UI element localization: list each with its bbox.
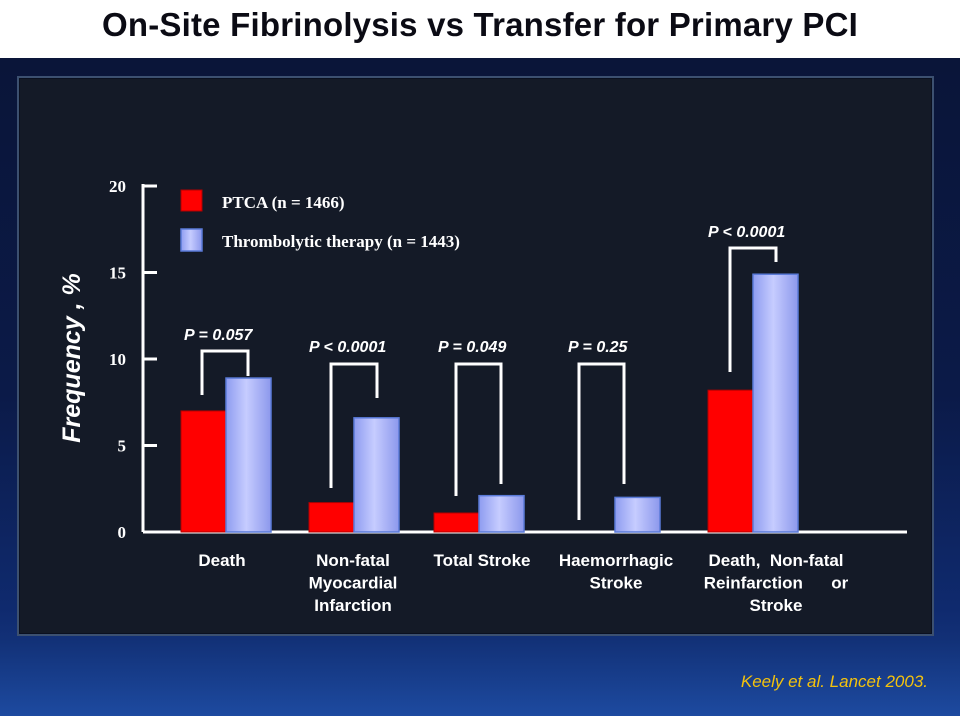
chart-annotations: P = 0.057 P < 0.0001 P = 0.049 P = 0.25 P < …	[184, 224, 785, 520]
title-bar	[0, 0, 960, 58]
x-category-label: Haemorrhagic	[559, 551, 673, 570]
legend-swatch-thrombolytic	[180, 228, 203, 252]
p-value-bracket	[454, 362, 503, 496]
x-category-label: Myocardial	[309, 574, 398, 593]
legend-label-ptca: PTCA (n = 1466)	[222, 193, 345, 212]
legend-swatch-ptca	[180, 189, 203, 212]
chart-legend: PTCA (n = 1466) Thrombolytic therapy (n =…	[180, 189, 460, 252]
p-value-bracket	[728, 246, 778, 372]
y-tick-label: 15	[109, 264, 126, 283]
p-value-bracket	[329, 362, 379, 488]
y-tick-label: 10	[109, 350, 126, 369]
bar-thrombolytic	[353, 417, 400, 533]
x-category-label: Stroke	[750, 596, 803, 615]
x-category-label: Stroke	[590, 574, 643, 593]
bar-ptca	[707, 389, 754, 533]
chart-bars	[180, 273, 799, 533]
p-value-label: P = 0.057	[184, 327, 253, 344]
bar-thrombolytic	[614, 496, 661, 533]
x-category-label: Total Stroke	[434, 551, 531, 570]
bar-ptca	[433, 512, 480, 533]
bar-thrombolytic	[478, 494, 525, 533]
p-value-bracket	[577, 362, 626, 520]
p-value-bracket	[200, 349, 250, 395]
bar-thrombolytic	[225, 377, 272, 533]
y-tick-label: 0	[118, 523, 127, 542]
bar-ptca	[180, 410, 227, 533]
x-category-label: Non-fatal	[316, 551, 390, 570]
x-category-label: Reinfarction or	[704, 574, 849, 593]
legend-label-thrombolytic: Thrombolytic therapy (n = 1443)	[222, 232, 460, 251]
y-tick-label: 20	[109, 177, 126, 196]
p-value-label: P < 0.0001	[708, 224, 785, 241]
citation: Keely et al. Lancet 2003.	[740, 672, 928, 691]
y-tick-label: 5	[118, 437, 127, 456]
x-category-label: Death	[198, 551, 245, 570]
p-value-label: P < 0.0001	[309, 339, 386, 356]
p-value-label: P = 0.049	[438, 339, 506, 356]
chart-x-labels: Death Non-fatal Myocardial Infarction Total …	[198, 551, 848, 615]
x-category-label: Infarction	[314, 596, 391, 615]
bottom-band	[0, 640, 960, 716]
x-category-label: Death, Non-fatal	[708, 551, 843, 570]
slide-title: On-Site Fibrinolysis vs Transfer for Pri…	[102, 6, 858, 43]
bar-thrombolytic	[752, 273, 799, 533]
y-axis-label: Frequency , %	[58, 273, 86, 443]
p-value-label: P = 0.25	[568, 339, 629, 356]
bar-ptca	[308, 502, 355, 533]
